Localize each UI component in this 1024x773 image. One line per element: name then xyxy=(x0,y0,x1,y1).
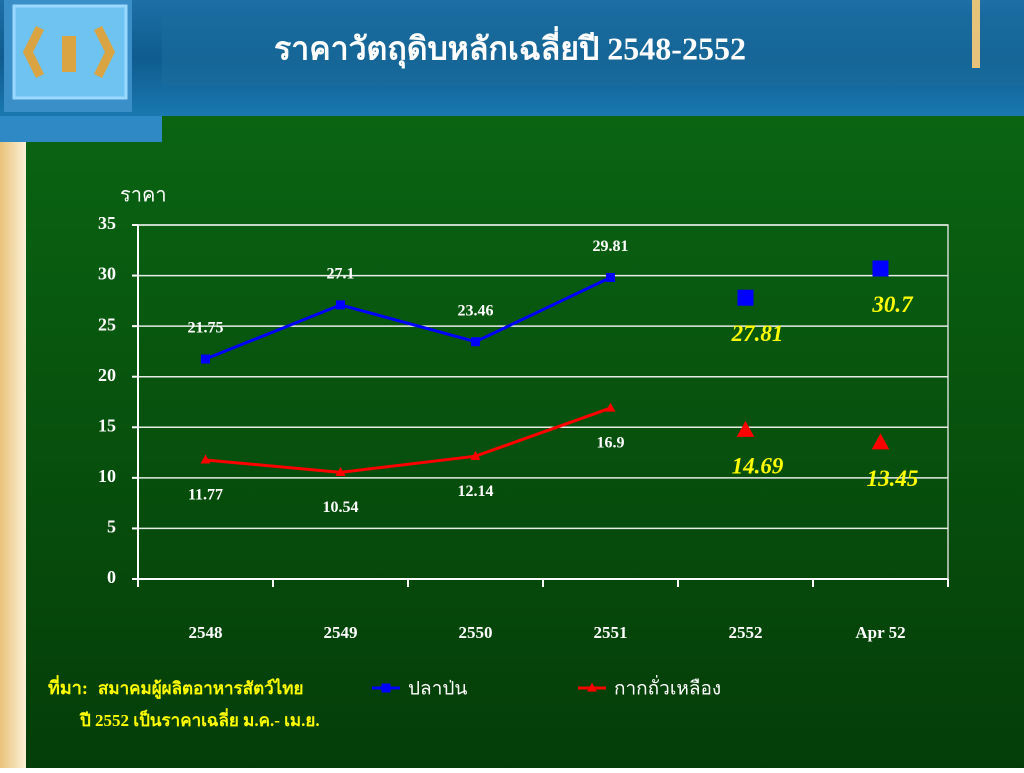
x-tick-label: 2548 xyxy=(189,623,223,642)
y-tick-label: 35 xyxy=(98,213,116,233)
data-point xyxy=(605,402,616,412)
y-axis-label: ราคา xyxy=(120,185,167,207)
data-label: 13.45 xyxy=(867,466,919,491)
x-tick-label: 2549 xyxy=(324,623,358,642)
source-label: ที่มา: xyxy=(48,675,88,698)
data-point xyxy=(471,337,480,347)
data-label: 12.14 xyxy=(458,483,494,500)
x-tick-label: 2551 xyxy=(594,623,628,642)
data-label: 21.75 xyxy=(188,320,224,337)
data-label: 23.46 xyxy=(458,302,494,319)
x-tick-label: 2552 xyxy=(729,623,763,642)
data-label: 14.69 xyxy=(732,454,784,479)
y-tick-label: 25 xyxy=(98,314,116,334)
data-label: 11.77 xyxy=(188,487,223,504)
x-tick-label: Apr 52 xyxy=(855,623,905,642)
x-tick-label: 2550 xyxy=(459,623,493,642)
y-tick-label: 5 xyxy=(107,517,116,537)
data-point xyxy=(335,466,346,476)
banner-accent xyxy=(972,0,980,68)
data-label: 16.9 xyxy=(597,435,625,452)
data-label: 10.54 xyxy=(323,499,359,516)
data-label: 30.7 xyxy=(871,292,914,317)
legend-marker xyxy=(587,682,597,692)
data-point xyxy=(606,272,615,282)
y-tick-label: 20 xyxy=(98,365,116,385)
source: สมาคมผู้ผลิตอาหารสัตว์ไทย xyxy=(98,678,303,700)
y-tick-label: 15 xyxy=(98,415,116,435)
data-point xyxy=(872,260,889,277)
logo xyxy=(4,0,132,112)
data-label: 29.81 xyxy=(593,238,629,255)
side-strip xyxy=(0,142,26,768)
data-label: 27.81 xyxy=(731,321,784,346)
note: ปี 2552 เป็นราคาเฉลี่ย ม.ค.- เม.ย. xyxy=(79,708,319,730)
data-point xyxy=(336,300,345,310)
legend-label: กากถั่วเหลือง xyxy=(614,674,721,699)
data-point xyxy=(200,454,211,464)
banner-tab xyxy=(0,116,162,142)
series-line xyxy=(204,276,612,361)
y-tick-label: 30 xyxy=(98,264,116,284)
data-point xyxy=(470,450,481,460)
y-tick-label: 0 xyxy=(107,567,116,587)
banner-band xyxy=(162,18,1024,86)
y-tick-label: 10 xyxy=(98,466,116,486)
series-line xyxy=(205,406,612,474)
data-point xyxy=(871,433,890,450)
data-point xyxy=(737,289,754,306)
data-point xyxy=(736,420,755,437)
chart-title: ราคาวัตถุดิบหลักเฉลี่ยปี 2548-2552 xyxy=(274,25,746,69)
data-label: 27.1 xyxy=(327,266,355,283)
legend-label: ปลาป่น xyxy=(408,678,467,699)
data-point xyxy=(201,354,210,364)
legend-marker xyxy=(381,683,391,693)
